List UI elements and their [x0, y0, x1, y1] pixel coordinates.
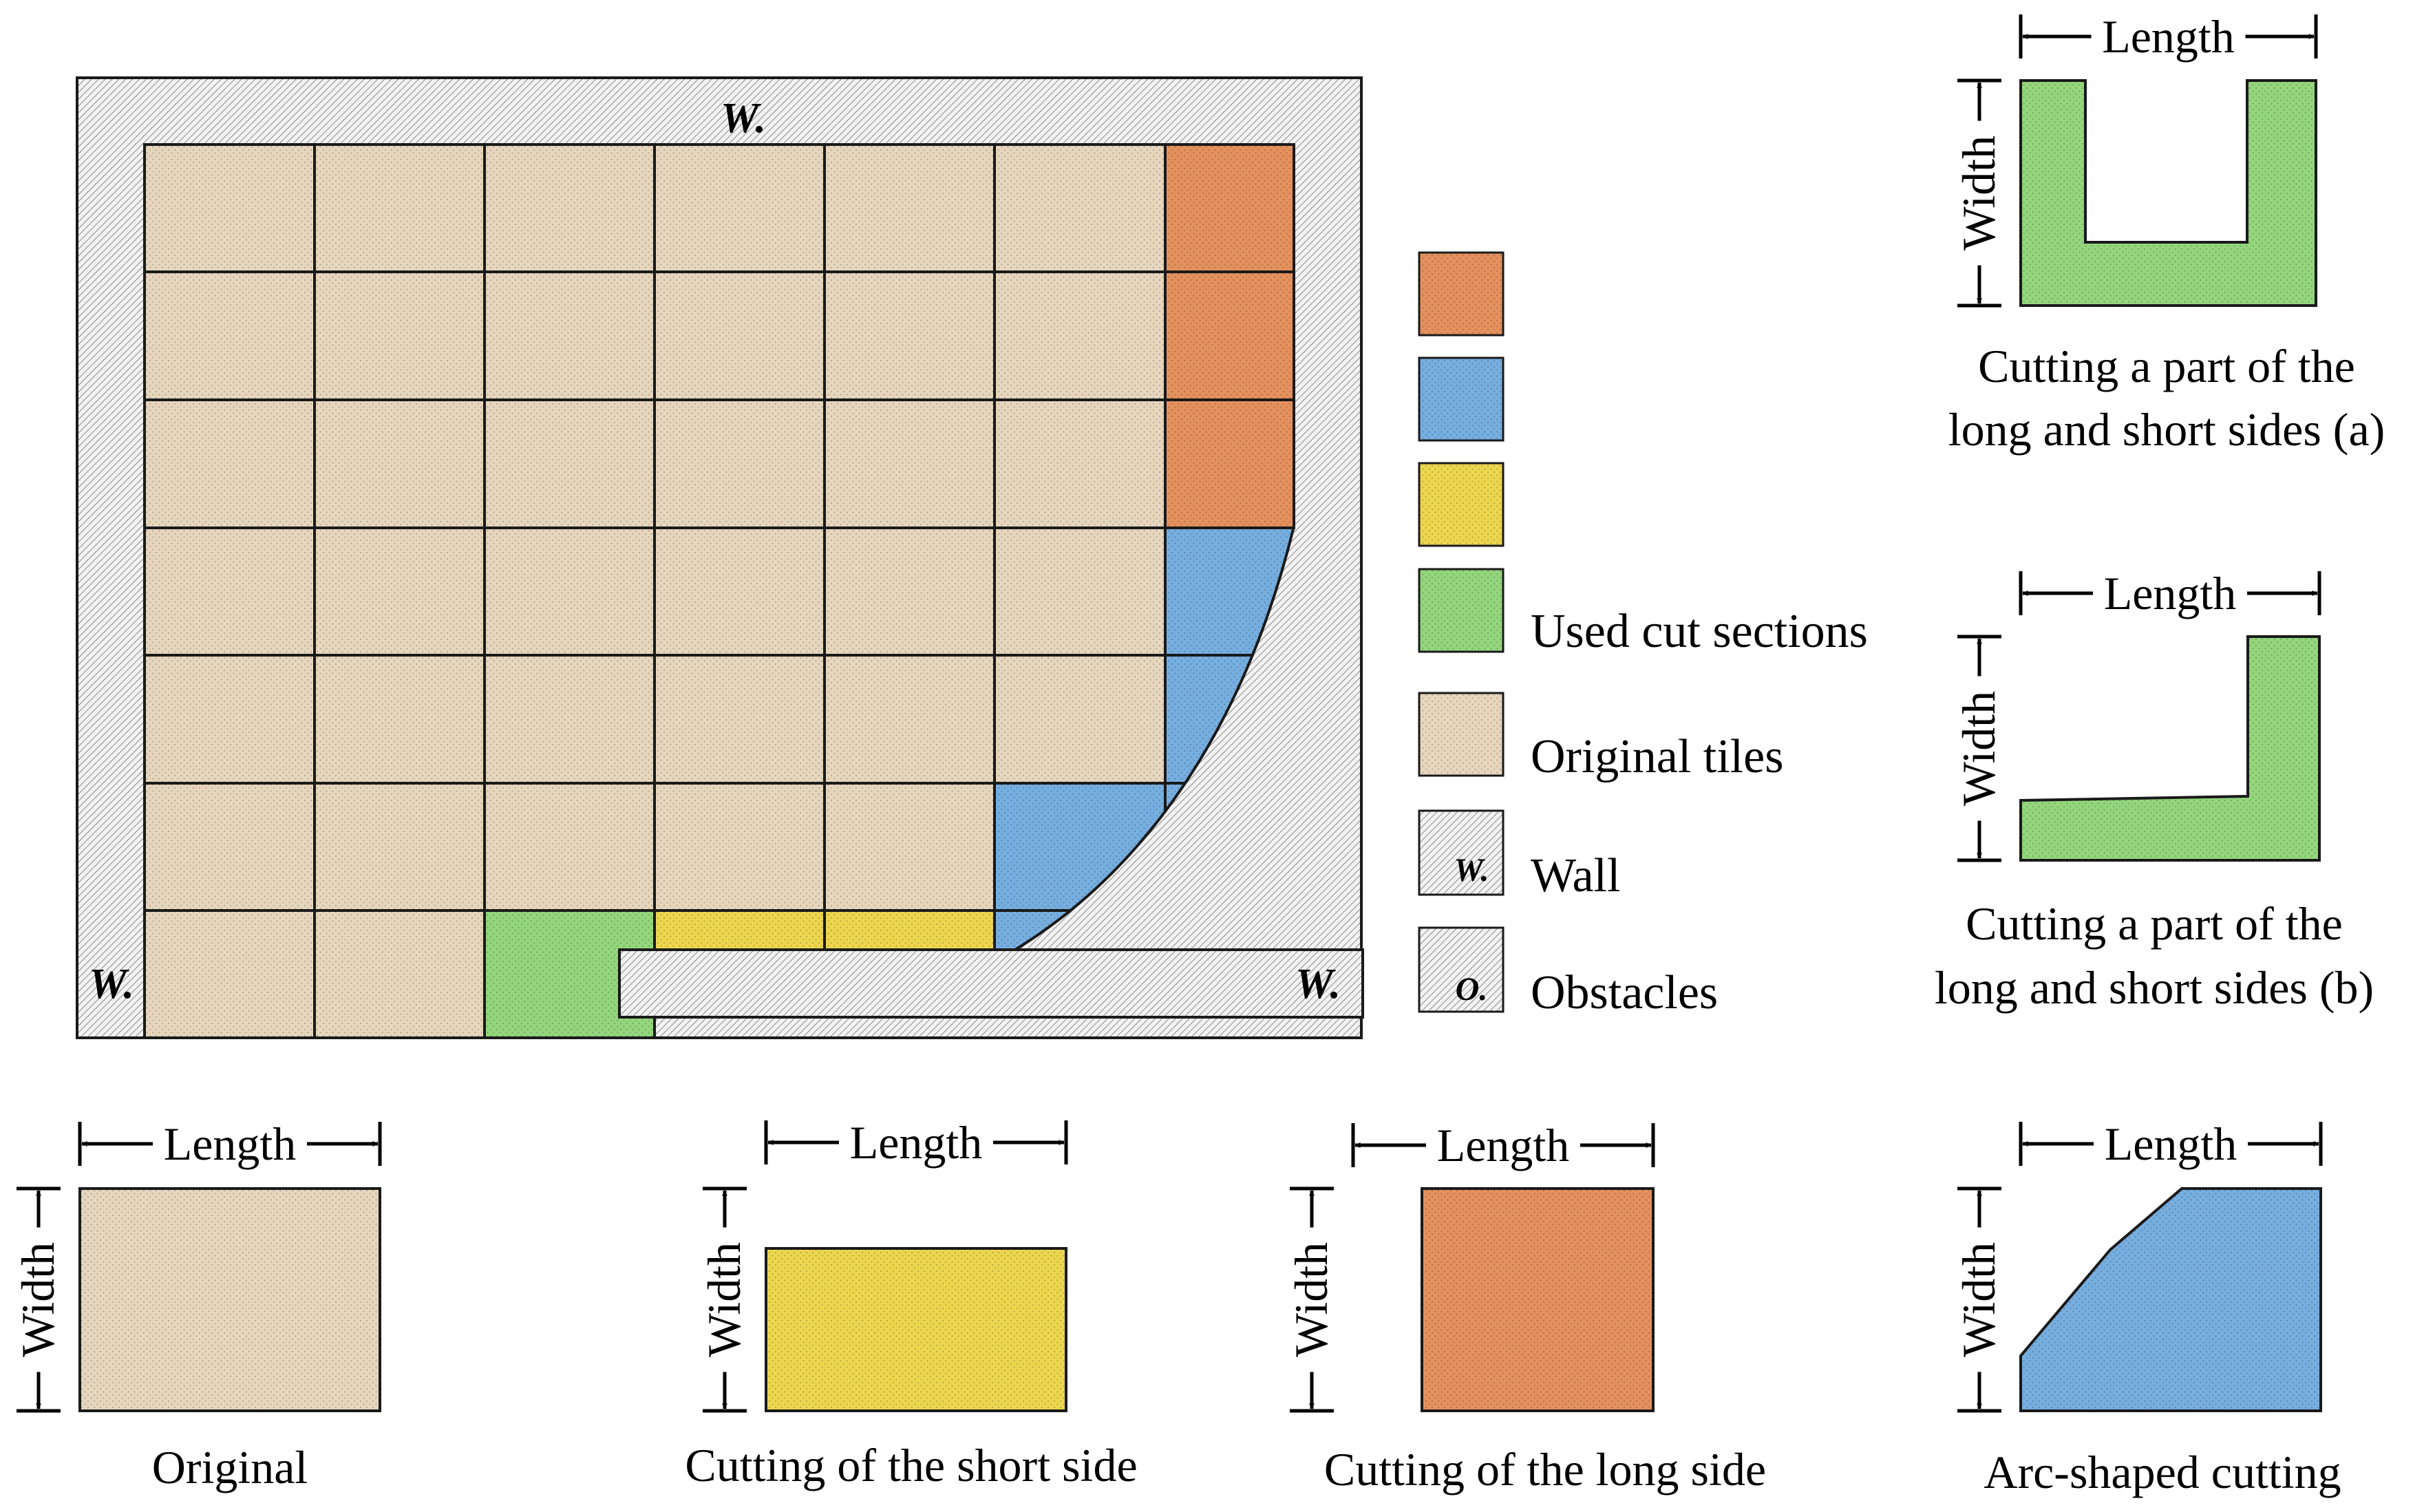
shape-arc: Length Width Arc-shaped cutting: [1953, 1118, 2341, 1498]
dimension-width-label: Width: [1953, 1242, 2005, 1357]
shape-cut-a: Length Width Cutting a part of the long and…: [1948, 10, 2385, 456]
shape-long-side: Length Width Cutting of the long side: [1285, 1119, 1766, 1495]
legend-label-wall: Wall: [1531, 849, 1620, 902]
caption-cut-b-line1: Cutting a part of the: [1966, 897, 2343, 950]
dimension-length-label: Length: [2105, 1118, 2237, 1170]
dimension-width-label: Width: [698, 1242, 750, 1357]
dimension-length-label: Length: [2104, 567, 2237, 619]
legend-swatch-obstacle: [1418, 926, 1505, 1013]
caption-original: Original: [152, 1441, 308, 1493]
dimension-width-label: Width: [1285, 1242, 1337, 1357]
wall-label-left: W.: [89, 961, 134, 1008]
cut-shape-illustrations: Length Width Original Length Width Cutting of…: [12, 10, 2385, 1498]
shape-cut-b: Length Width Cutting a part of the long and…: [1935, 567, 2374, 1014]
legend: Used cut sections Original tiles W. Wall…: [1418, 251, 1868, 1019]
legend-obstacle-glyph: O.: [1456, 971, 1488, 1008]
caption-cut-b-line2: long and short sides (b): [1935, 961, 2374, 1014]
wall-label-top: W.: [721, 95, 766, 142]
dimension-length-label: Length: [2102, 10, 2235, 63]
caption-cut-a-line2: long and short sides (a): [1948, 403, 2385, 456]
wall-label-right: W.: [1295, 961, 1341, 1008]
wall-curved-corner: [1015, 526, 1294, 950]
dimension-length-label: Length: [850, 1116, 983, 1169]
caption-long-side: Cutting of the long side: [1324, 1443, 1766, 1495]
legend-swatch-wall: [1418, 809, 1505, 896]
dimension-width-label: Width: [1953, 691, 2005, 806]
floor-plan: W. W. W.: [76, 76, 1364, 1039]
dimension-width-label: Width: [12, 1242, 64, 1357]
arc-cut-line: [1014, 526, 1295, 951]
caption-arc: Arc-shaped cutting: [1984, 1446, 2341, 1498]
legend-wall-glyph: W.: [1454, 852, 1489, 888]
legend-label-original: Original tiles: [1531, 730, 1783, 783]
legend-label-used: Used cut sections: [1531, 605, 1868, 658]
dimension-length-label: Length: [1437, 1119, 1570, 1171]
legend-label-obstacles: Obstacles: [1531, 966, 1718, 1019]
caption-cut-a-line1: Cutting a part of the: [1978, 340, 2355, 392]
obstacle-block: [618, 948, 1364, 1019]
dimension-length-label: Length: [164, 1118, 297, 1170]
shape-original: Length Width Original: [12, 1118, 382, 1493]
dimension-width-label: Width: [1953, 136, 2005, 251]
caption-short-side: Cutting of the short side: [685, 1439, 1137, 1491]
shape-short-side: Length Width Cutting of the short side: [685, 1116, 1137, 1491]
